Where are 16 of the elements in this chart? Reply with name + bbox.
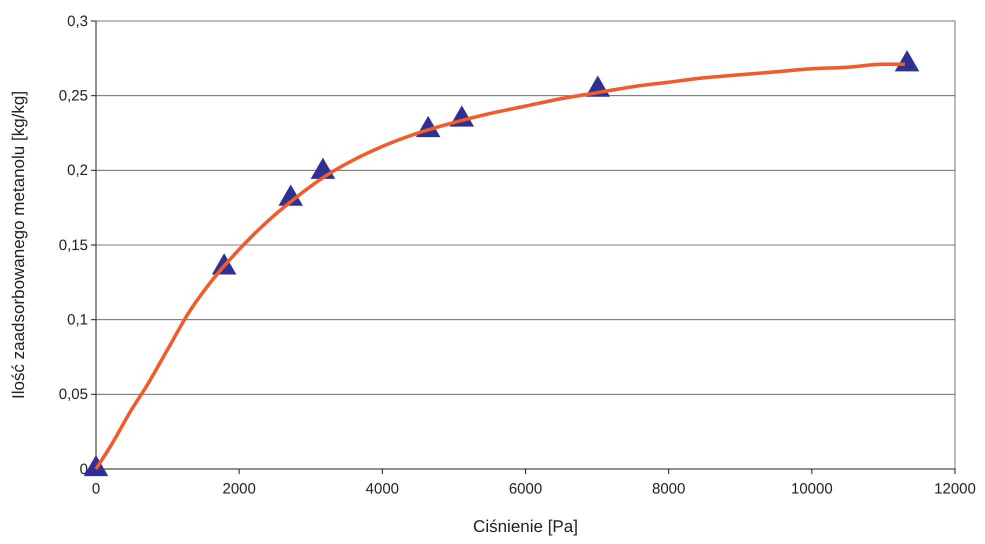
y-tick-label: 0,1: [67, 311, 88, 328]
y-axis-title: Ilość zaadsorbowanego metanolu [kg/kg]: [9, 90, 28, 400]
y-tick-label: 0,15: [58, 236, 88, 254]
y-tick-label: 0,25: [58, 87, 88, 104]
x-tick-label: 4000: [366, 480, 400, 498]
y-tick-label: 0,2: [67, 162, 88, 180]
y-tick-label: 0: [80, 460, 88, 478]
x-tick-label: 2000: [222, 480, 256, 498]
y-tick-label: 0,05: [58, 386, 88, 404]
x-tick-label: 8000: [652, 480, 686, 498]
x-tick-label: 12000: [934, 480, 976, 498]
y-tick-label: 0,3: [67, 12, 88, 30]
x-tick-label: 10000: [790, 480, 833, 498]
x-tick-label: 0: [92, 480, 100, 498]
x-axis-title: Ciśnienie [Pa]: [473, 517, 578, 536]
x-tick-label: 6000: [508, 480, 542, 498]
